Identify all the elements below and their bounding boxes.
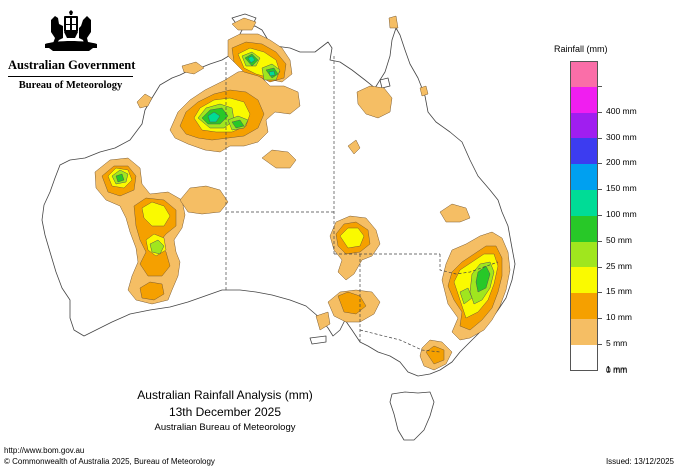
map-source: Australian Bureau of Meteorology	[154, 422, 296, 433]
government-header: Australian Government Bureau of Meteorol…	[8, 10, 135, 91]
legend-swatch	[570, 138, 598, 165]
kangaroo-island	[309, 335, 327, 345]
legend-tick	[598, 111, 602, 113]
legend-tick	[598, 266, 602, 268]
map-title-block: Australian Rainfall Analysis (mm) 13th D…	[130, 387, 320, 435]
state-borders	[225, 56, 499, 353]
legend-label: 5 mm	[606, 337, 628, 348]
legend-item: 200 mm	[556, 138, 676, 168]
legend-tick	[598, 189, 602, 191]
legend-item: 15 mm	[556, 267, 676, 297]
legend-swatch	[570, 112, 598, 139]
legend-tick	[598, 292, 602, 294]
legend-label: 1 mm	[606, 363, 628, 374]
legend-swatch	[570, 86, 598, 113]
legend-tick	[598, 214, 602, 216]
legend-label: 25 mm	[606, 260, 632, 271]
legend-tick	[598, 318, 602, 320]
legend-item: 300 mm	[556, 112, 676, 142]
legend-swatch	[570, 61, 598, 87]
legend-item: 50 mm	[556, 215, 676, 245]
legend-label: 400 mm	[606, 105, 637, 116]
map-title: Australian Rainfall Analysis (mm)	[137, 388, 313, 402]
legend-swatch	[570, 215, 598, 242]
legend-label: 50 mm	[606, 234, 632, 245]
legend-item: 1 mm	[556, 344, 676, 374]
legend-item: 25 mm	[556, 241, 676, 271]
legend-swatch	[570, 267, 598, 294]
legend-tick	[598, 343, 602, 345]
legend-label: 0 mm	[606, 364, 628, 375]
legend-item: 5 mm	[556, 318, 676, 348]
government-title: Australian Government	[8, 58, 135, 77]
legend-label: 150 mm	[606, 183, 637, 194]
legend-swatch	[570, 241, 598, 268]
legend-tick	[598, 86, 602, 87]
legend-swatch	[570, 164, 598, 190]
groote-eylandt	[379, 77, 391, 89]
legend-label: 10 mm	[606, 312, 632, 323]
tasmania	[389, 391, 435, 441]
legend-title: Rainfall (mm)	[554, 44, 608, 54]
legend-item: 10 mm	[556, 293, 676, 323]
legend-tick	[598, 163, 602, 165]
legend-label: 200 mm	[606, 157, 637, 168]
legend-swatch	[570, 344, 598, 371]
copyright-text: © Commonwealth of Australia 2025, Bureau…	[4, 457, 215, 466]
coat-of-arms-icon	[44, 10, 97, 51]
legend-scale: 400 mm 300 mm 200 mm 150 mm 100 mm 50 mm 25 mm…	[556, 61, 676, 396]
issued-date: Issued: 13/12/2025	[605, 457, 674, 466]
legend-item: 100 mm	[556, 189, 676, 219]
bom-website-link[interactable]: http://www.bom.gov.au	[4, 446, 85, 455]
legend-swatch	[570, 189, 598, 216]
bureau-name: Bureau of Meteorology	[18, 80, 123, 91]
legend-tick	[598, 137, 602, 139]
legend-item	[556, 61, 676, 87]
legend-label: 15 mm	[606, 286, 632, 297]
rainfall-legend: Rainfall (mm) 400 mm 300 mm 200 mm 150 mm 10…	[554, 44, 676, 396]
legend-label: 300 mm	[606, 131, 637, 142]
legend-item: 400 mm	[556, 86, 676, 116]
legend-label: 100 mm	[606, 208, 637, 219]
legend-item: 0 mm	[556, 365, 676, 397]
legend-item: 150 mm	[556, 164, 676, 194]
map-date: 13th December 2025	[168, 405, 282, 419]
legend-tick	[598, 240, 602, 242]
rain-50mm	[207, 55, 276, 123]
legend-swatch	[570, 293, 598, 319]
legend-swatch	[570, 318, 598, 345]
